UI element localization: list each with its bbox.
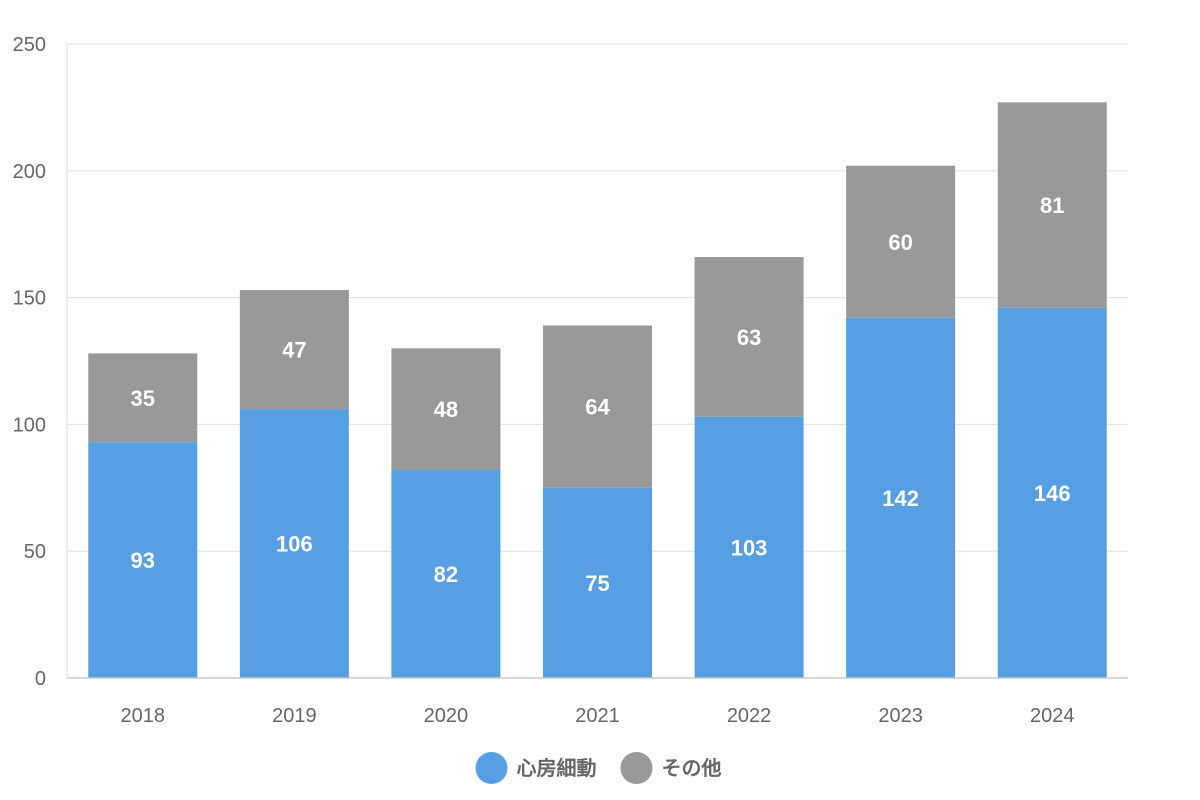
bar-segment-series2 [846, 165, 956, 318]
bar-segment-series1 [694, 416, 804, 678]
bar-data-label: 64 [585, 395, 610, 420]
x-tick-label: 2018 [121, 705, 166, 727]
bar-data-label: 142 [882, 486, 919, 511]
bar-data-label: 93 [131, 548, 155, 573]
bar-segment-series2 [543, 325, 652, 488]
bar-segment-series1 [88, 442, 198, 678]
bar-data-label: 106 [276, 532, 313, 557]
x-tick-label: 2019 [272, 705, 317, 727]
y-tick-label: 150 [13, 288, 46, 310]
legend-swatch-series1 [475, 752, 508, 784]
x-tick-label: 2021 [575, 705, 620, 727]
legend-swatch-series2 [620, 752, 653, 784]
bar-segment-series1 [391, 470, 501, 678]
bar-segment-series1 [543, 487, 652, 678]
legend-label: 心房細動 [517, 756, 597, 780]
bar-data-label: 82 [434, 562, 458, 587]
x-tick-label: 2022 [727, 705, 772, 727]
y-tick-label: 250 [13, 34, 46, 56]
bar-data-label: 48 [434, 397, 458, 422]
y-tick-label: 50 [24, 541, 46, 563]
y-tick-label: 100 [13, 414, 46, 436]
bar-segment-series2 [239, 289, 349, 410]
y-tick-label: 200 [13, 161, 46, 183]
bar-segment-series2 [997, 102, 1107, 308]
bar-data-label: 63 [737, 325, 761, 350]
x-tick-label: 2024 [1030, 705, 1075, 727]
bar-data-label: 60 [888, 230, 912, 255]
bar-data-label: 75 [585, 571, 609, 596]
bar-segment-series2 [88, 353, 198, 443]
bar-segment-series2 [391, 348, 501, 471]
x-tick-label: 2023 [878, 705, 923, 727]
x-tick-label: 2020 [424, 705, 469, 727]
bar-segment-series1 [846, 317, 956, 678]
bar-data-label: 146 [1034, 481, 1071, 506]
legend-label: その他 [662, 756, 722, 780]
bar-data-label: 47 [282, 338, 306, 363]
y-tick-label: 0 [35, 668, 46, 690]
bar-segment-series1 [239, 409, 349, 678]
bar-segment-series1 [997, 307, 1107, 678]
bar-data-label: 81 [1040, 193, 1064, 218]
bar-segment-series2 [694, 257, 804, 417]
bar-data-label: 35 [131, 386, 155, 411]
bar-data-label: 103 [731, 535, 768, 560]
